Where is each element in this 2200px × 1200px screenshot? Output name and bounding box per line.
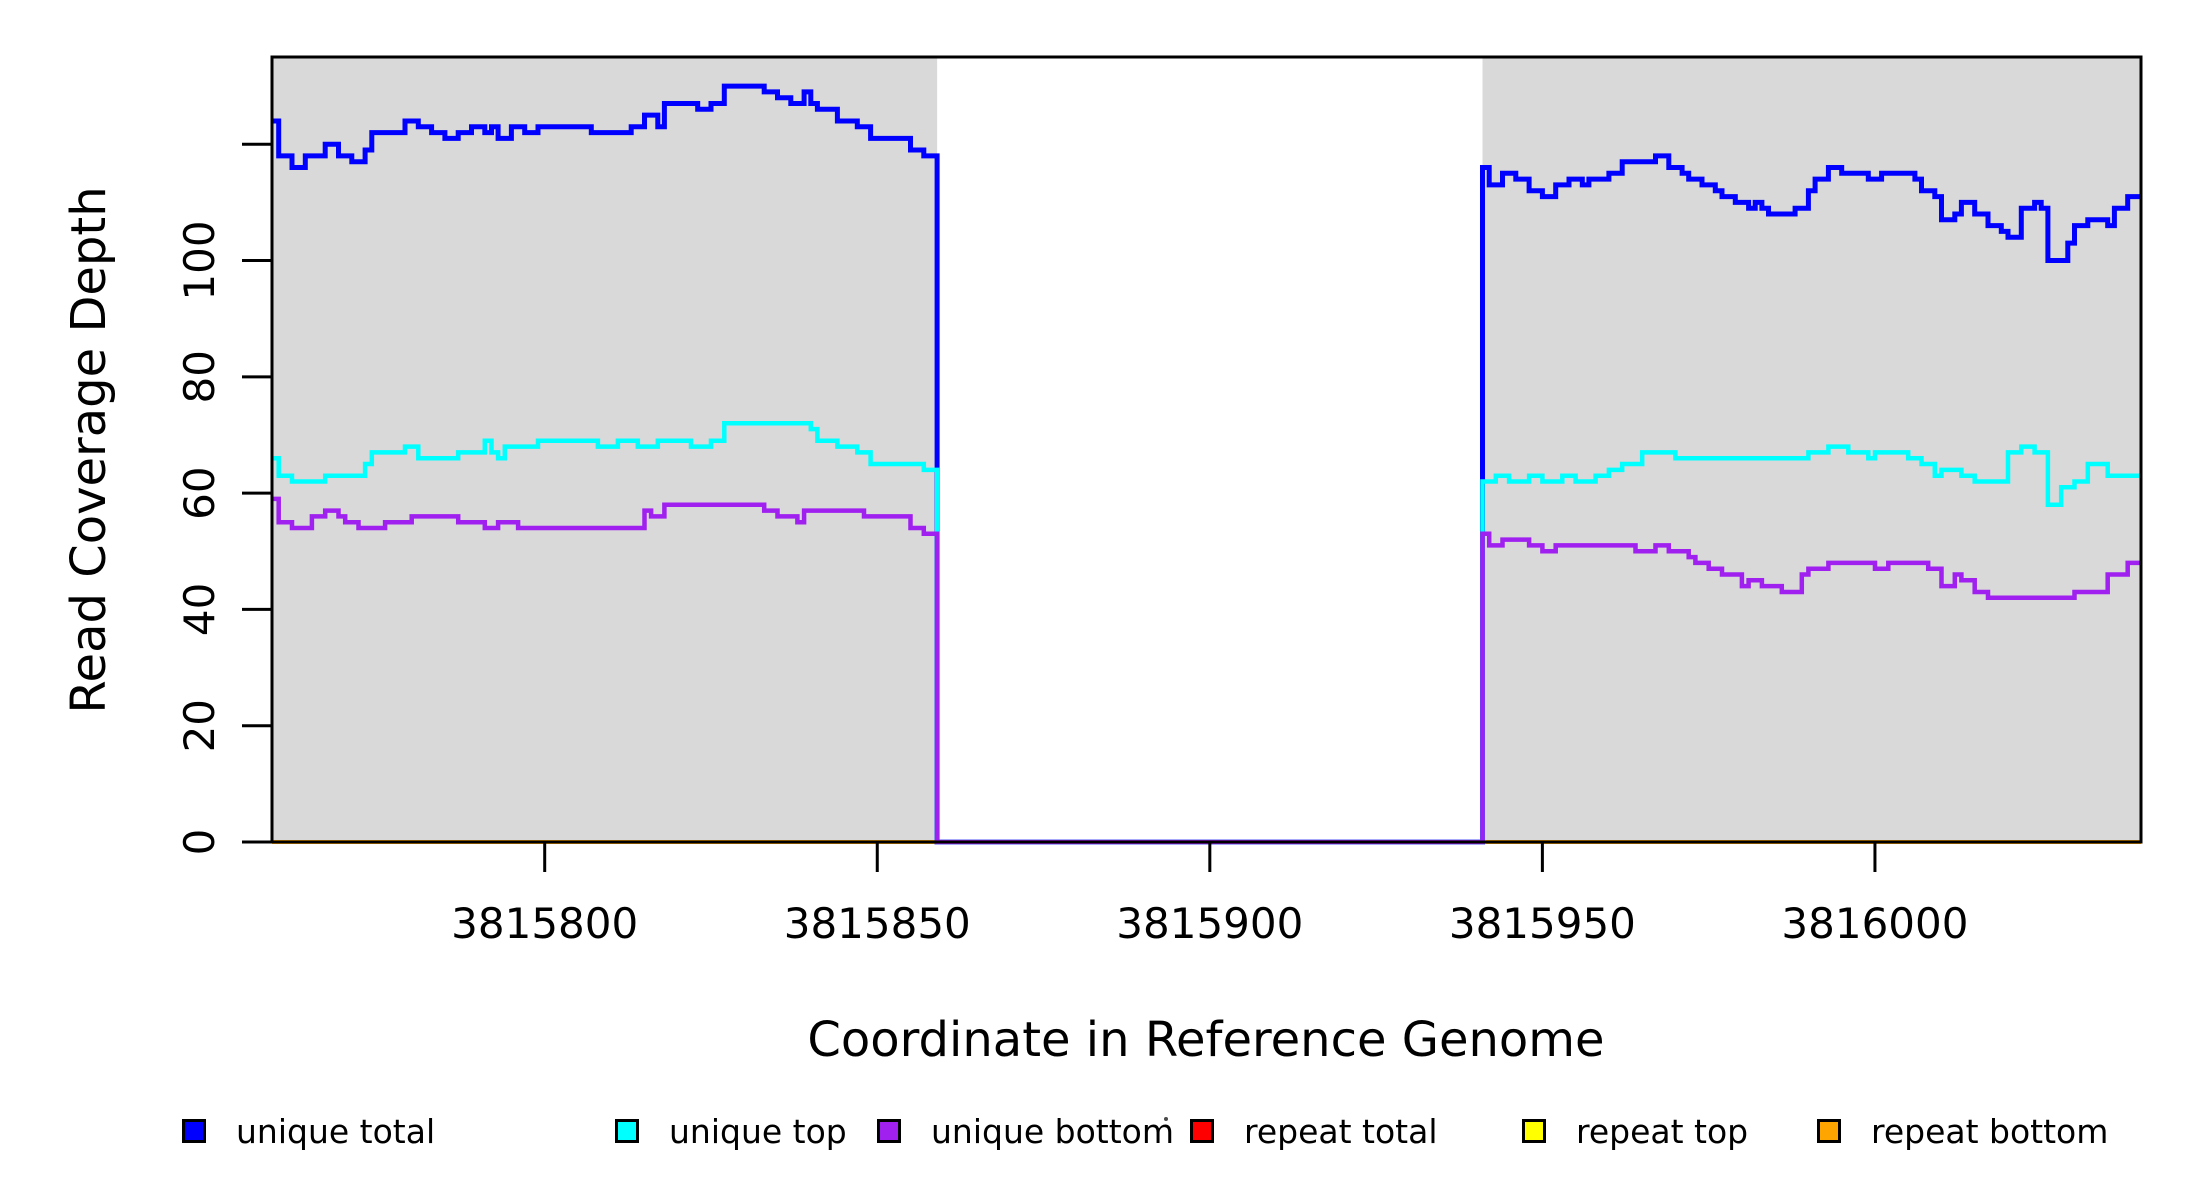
legend-label: unique top bbox=[669, 1112, 847, 1151]
legend-label: repeat bottom bbox=[1871, 1112, 2109, 1151]
legend-label: unique total bbox=[236, 1112, 436, 1151]
y-tick-label: 0 bbox=[175, 829, 224, 856]
plot-border bbox=[270, 55, 2143, 844]
legend-label: repeat total bbox=[1244, 1112, 1438, 1151]
y-tick-label: 40 bbox=[175, 583, 224, 636]
x-axis-title: Coordinate in Reference Genome bbox=[807, 1012, 1605, 1068]
repeat-total-swatch-icon bbox=[1190, 1119, 1214, 1143]
series-unique-top bbox=[272, 421, 2141, 845]
unique-top-swatch-icon bbox=[615, 1119, 639, 1143]
x-tick-label: 3816000 bbox=[1781, 899, 1968, 948]
series-unique-bottom bbox=[272, 496, 2141, 845]
x-tick-label: 3815800 bbox=[451, 899, 638, 948]
unique-total-swatch-icon bbox=[182, 1119, 206, 1143]
y-tick-label: 60 bbox=[175, 466, 224, 519]
covered-region-left bbox=[272, 57, 938, 842]
y-tick-label: 100 bbox=[175, 220, 224, 300]
covered-region-right bbox=[1482, 57, 2141, 842]
x-tick-label: 3815850 bbox=[784, 899, 971, 948]
legend-label: repeat top bbox=[1576, 1112, 1749, 1151]
repeat-top-swatch-icon bbox=[1522, 1119, 1546, 1143]
x-tick-label: 3815950 bbox=[1449, 899, 1636, 948]
x-tick-label: 3815900 bbox=[1116, 899, 1303, 948]
unique-bottom-swatch-icon bbox=[877, 1119, 901, 1143]
y-tick-label: 20 bbox=[175, 699, 224, 752]
repeat-bottom-swatch-icon bbox=[1817, 1119, 1841, 1143]
y-axis-title: Read Coverage Depth bbox=[61, 186, 117, 714]
stray-dot-artifact bbox=[1164, 1117, 1168, 1121]
y-tick-label: 80 bbox=[175, 350, 224, 403]
series-unique-total bbox=[272, 83, 2141, 845]
legend-label: unique bottom bbox=[931, 1112, 1175, 1151]
